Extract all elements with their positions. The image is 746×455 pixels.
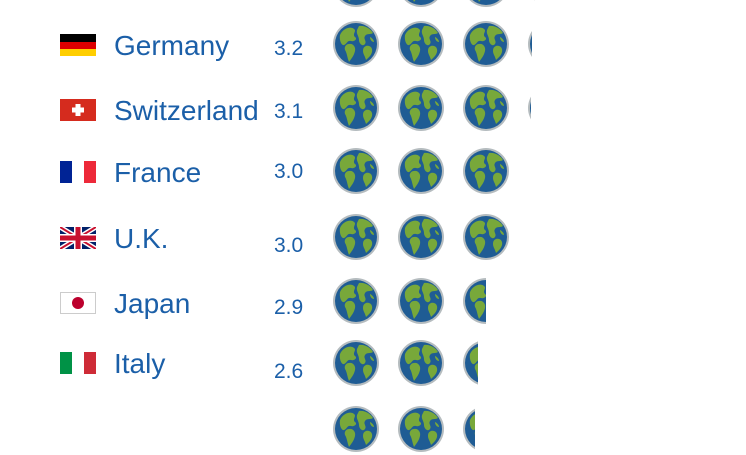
japan-flag-icon [60,292,96,314]
france-flag-icon [60,161,96,183]
globe-bar [332,84,746,134]
earth-globe-icon [527,84,531,132]
value-label: 3.0 [274,160,304,183]
value-label: 3.1 [274,100,304,123]
chart-row: Switzerland 3.1 [0,84,746,134]
chart-row: Germany 3.2 [0,20,746,70]
earth-globe-icon [332,339,380,387]
globe-bar [332,147,746,197]
country-label: Japan [114,288,191,319]
value-label: 3.0 [274,234,304,257]
country-label: Switzerland [114,95,259,126]
country-label: Italy [114,348,166,379]
earth-globe-icon [332,213,380,261]
earth-globe-icon [332,147,380,195]
earth-globe-icon [462,213,510,261]
earth-globe-icon [462,339,478,387]
earth-globe-icon [462,84,510,132]
globe-bar [332,0,746,10]
chart-row [0,0,746,10]
chart-row: Japan 2.9 [0,277,746,327]
country-label: U.K. [114,223,169,254]
switzerland-flag-icon [60,99,96,121]
earth-globe-icon [332,405,380,453]
earth-globe-icon [332,0,380,8]
earth-globe-icon [397,0,445,8]
chart-row: U.K. 3.0 [0,213,746,263]
earth-globe-icon [397,84,445,132]
uk-flag-icon [58,224,98,252]
earth-globe-icon [332,277,380,325]
chart-row: France 3.0 [0,147,746,197]
earth-globe-icon [397,213,445,261]
earth-globe-icon [527,20,532,68]
earth-globe-icon [462,0,510,8]
earth-globe-icon [527,0,535,8]
globe-bar [332,277,746,327]
globe-bar [332,213,746,263]
italy-flag-icon [60,352,96,374]
earth-globe-icon [462,277,486,325]
globe-bar [332,405,746,455]
earth-globe-icon [462,405,475,453]
globe-bar [332,339,746,389]
value-label: 3.2 [274,37,304,60]
value-label: 2.9 [274,296,304,319]
earth-globe-icon [397,277,445,325]
value-label: 2.6 [274,360,304,383]
earth-globe-icon [397,405,445,453]
earth-globe-icon [397,147,445,195]
chart-row [0,405,746,455]
earth-globe-icon [462,20,510,68]
country-label: France [114,157,202,188]
germany-flag-icon [60,34,96,56]
earth-globe-icon [332,84,380,132]
earth-globe-icon [332,20,380,68]
earth-globe-icon [397,20,445,68]
earth-globe-icon [462,147,510,195]
country-label: Germany [114,30,230,61]
globe-bar [332,20,746,70]
chart-row: Italy 2.6 [0,339,746,389]
earth-globe-icon [397,339,445,387]
